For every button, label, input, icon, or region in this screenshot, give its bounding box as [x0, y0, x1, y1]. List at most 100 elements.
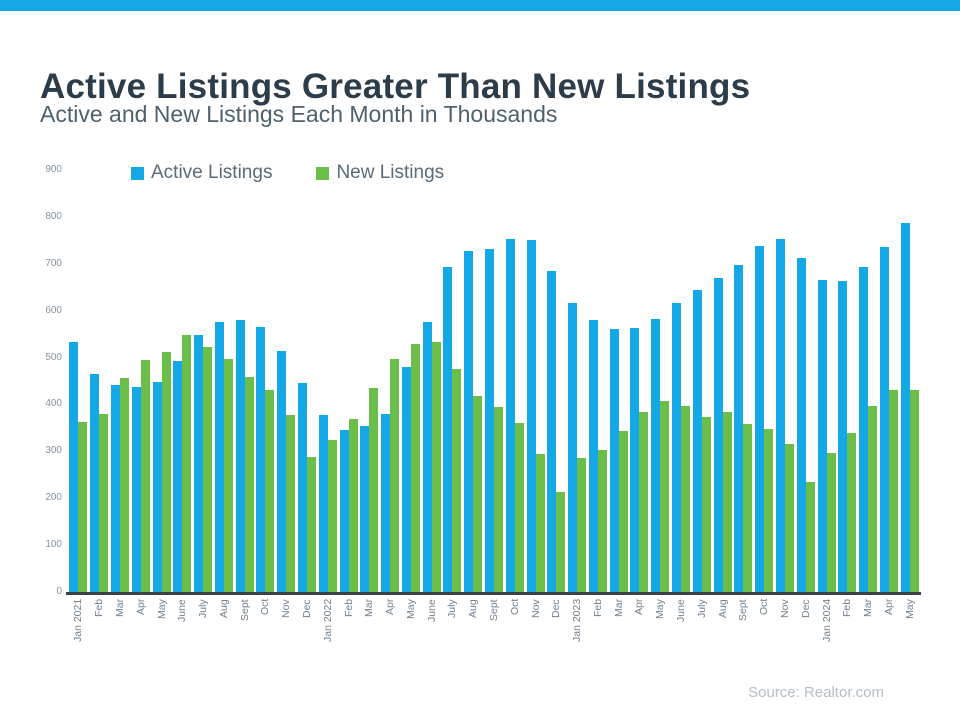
x-axis-label: July: [695, 599, 708, 618]
active-listings-bar: [755, 246, 765, 592]
active-listings-bar: [339, 430, 349, 592]
bar-group: [401, 170, 422, 592]
new-listings-bar: [722, 411, 732, 592]
bar-group: [525, 170, 546, 592]
active-listings-bar: [90, 374, 100, 592]
bar-group: [110, 170, 131, 592]
x-axis-label-cell: Feb: [338, 599, 359, 679]
bar-group: [816, 170, 837, 592]
x-axis-label-cell: Oct: [754, 599, 775, 679]
x-axis-line: [66, 592, 921, 595]
y-axis-tick-label: 600: [45, 304, 62, 316]
x-axis-label: Dec: [300, 599, 313, 618]
x-axis-label-cell: Dec: [795, 599, 816, 679]
new-listings-bar: [847, 433, 857, 592]
active-listings-bar: [900, 222, 910, 592]
x-axis-label-cell: Nov: [525, 599, 546, 679]
x-axis-label: Feb: [342, 599, 355, 618]
bar-group: [650, 170, 671, 592]
x-axis-label: Dec: [550, 599, 563, 618]
bar-chart-plot-area: [68, 170, 920, 592]
new-listings-bar: [286, 415, 296, 592]
new-listings-bar: [244, 376, 254, 592]
page-title: Active Listings Greater Than New Listing…: [40, 67, 751, 107]
new-listings-bar: [743, 423, 753, 592]
bar-group: [795, 170, 816, 592]
x-axis-label: May: [654, 599, 667, 619]
active-listings-bar: [734, 264, 744, 592]
x-axis-label: Jan 2023: [571, 599, 584, 643]
x-axis-label: July: [197, 599, 210, 618]
active-listings-bar: [443, 267, 453, 592]
bar-group: [421, 170, 442, 592]
bar-group: [463, 170, 484, 592]
active-listings-bar: [588, 320, 598, 592]
bar-group: [754, 170, 775, 592]
x-axis-label: Aug: [217, 599, 230, 618]
active-listings-bar: [796, 257, 806, 592]
new-listings-bar: [452, 369, 462, 592]
x-axis-label-cell: May: [401, 599, 422, 679]
new-listings-bar: [99, 413, 109, 592]
x-axis-label-cell: May: [899, 599, 920, 679]
active-listings-bar: [277, 351, 287, 592]
x-axis-label-cell: Mar: [608, 599, 629, 679]
bar-group: [899, 170, 920, 592]
chart-legend: Active Listings New Listings: [131, 162, 444, 184]
active-listings-bar: [297, 383, 307, 592]
active-listings-bar: [630, 328, 640, 592]
x-axis-label-cell: Oct: [255, 599, 276, 679]
x-axis-label-cell: Aug: [712, 599, 733, 679]
x-axis-labels: Jan 2021 Feb Mar Apr May June July Aug Sept Oct No…: [68, 599, 920, 679]
x-axis-label-cell: July: [442, 599, 463, 679]
x-axis-label-cell: May: [151, 599, 172, 679]
x-axis-label: June: [176, 599, 189, 622]
x-axis-label-cell: June: [421, 599, 442, 679]
new-listings-bar: [888, 389, 898, 592]
bar-group: [68, 170, 89, 592]
x-axis-label: Apr: [633, 599, 646, 616]
new-listings-bar: [909, 389, 919, 592]
bar-group: [588, 170, 609, 592]
active-listings-bar: [879, 247, 889, 592]
new-listings-bar: [535, 454, 545, 592]
x-axis-label-cell: Sept: [733, 599, 754, 679]
x-axis-label: May: [903, 599, 916, 619]
x-axis-label: Jan 2024: [820, 599, 833, 643]
new-listings-bar: [161, 351, 171, 592]
y-axis-tick-label: 900: [45, 164, 62, 175]
x-axis-label: Oct: [508, 599, 521, 616]
active-listings-bar: [651, 318, 661, 592]
x-axis-label-cell: Jan 2021: [68, 599, 89, 679]
new-listings-bar: [556, 491, 566, 592]
y-axis-tick-label: 400: [45, 398, 62, 410]
new-listings-swatch-icon: [316, 166, 330, 180]
x-axis-label: Nov: [778, 599, 791, 618]
new-listings-bar: [223, 359, 233, 592]
new-listings-bar: [660, 401, 670, 592]
new-listings-bar: [119, 378, 129, 592]
active-listings-bar: [505, 238, 515, 592]
bar-group: [691, 170, 712, 592]
x-axis-label-cell: Mar: [359, 599, 380, 679]
active-listings-bar: [173, 360, 183, 592]
y-axis-tick-label: 200: [45, 492, 62, 504]
x-axis-label: Mar: [113, 599, 126, 618]
bar-group: [151, 170, 172, 592]
x-axis-label-cell: Jan 2024: [816, 599, 837, 679]
x-axis-label: Oct: [259, 599, 272, 616]
x-axis-label-cell: Aug: [213, 599, 234, 679]
active-listings-bar: [838, 281, 848, 592]
x-axis-label-cell: Apr: [878, 599, 899, 679]
new-listings-bar: [431, 341, 441, 592]
new-listings-bar: [701, 417, 711, 592]
header-accent-strip: [0, 0, 960, 11]
new-listings-bar: [140, 360, 150, 592]
bar-group: [671, 170, 692, 592]
bar-group: [255, 170, 276, 592]
x-axis-label: Oct: [758, 599, 771, 616]
x-axis-label-cell: Apr: [380, 599, 401, 679]
active-listings-bar: [152, 381, 162, 592]
active-listings-bar: [672, 303, 682, 592]
new-listings-bar: [78, 421, 88, 592]
